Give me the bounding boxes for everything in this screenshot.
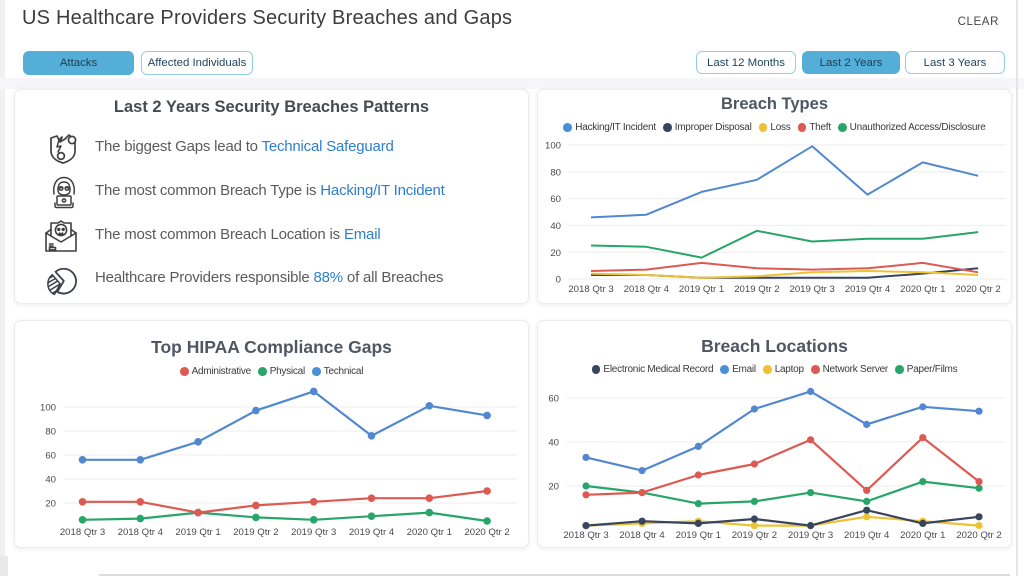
svg-text:60: 60 [45,451,56,462]
svg-text:80: 80 [550,167,561,178]
svg-text:2020 Qtr 1: 2020 Qtr 1 [407,527,452,538]
svg-text:2019 Qtr 1: 2019 Qtr 1 [175,527,220,538]
svg-text:100: 100 [40,403,56,414]
svg-text:20: 20 [45,499,56,510]
svg-text:0: 0 [556,275,561,286]
svg-text:100: 100 [545,141,561,152]
svg-text:2020 Qtr 2: 2020 Qtr 2 [956,530,1001,541]
svg-text:60: 60 [550,194,561,205]
svg-text:2019 Qtr 3: 2019 Qtr 3 [291,527,336,538]
svg-text:80: 80 [45,427,56,438]
svg-text:2019 Qtr 4: 2019 Qtr 4 [349,527,395,538]
svg-text:20: 20 [550,248,561,259]
svg-text:2018 Qtr 4: 2018 Qtr 4 [619,530,665,541]
svg-text:2019 Qtr 1: 2019 Qtr 1 [676,530,721,541]
svg-text:2018 Qtr 3: 2018 Qtr 3 [568,284,613,295]
svg-text:2019 Qtr 4: 2019 Qtr 4 [844,530,890,541]
svg-text:60: 60 [548,394,559,405]
svg-text:40: 40 [45,475,56,486]
svg-text:2019 Qtr 1: 2019 Qtr 1 [679,284,724,295]
svg-text:2019 Qtr 2: 2019 Qtr 2 [732,530,777,541]
svg-text:2018 Qtr 3: 2018 Qtr 3 [60,527,105,538]
svg-text:2018 Qtr 4: 2018 Qtr 4 [118,527,164,538]
svg-text:40: 40 [550,221,561,232]
svg-text:2019 Qtr 3: 2019 Qtr 3 [788,530,833,541]
svg-text:2020 Qtr 2: 2020 Qtr 2 [464,527,509,538]
svg-text:2019 Qtr 3: 2019 Qtr 3 [790,284,835,295]
svg-text:2020 Qtr 1: 2020 Qtr 1 [900,284,945,295]
svg-text:2019 Qtr 2: 2019 Qtr 2 [734,284,779,295]
svg-text:2018 Qtr 4: 2018 Qtr 4 [624,284,670,295]
svg-text:2018 Qtr 3: 2018 Qtr 3 [563,530,608,541]
svg-text:2020 Qtr 2: 2020 Qtr 2 [955,284,1000,295]
svg-text:20: 20 [548,482,559,493]
svg-text:2019 Qtr 2: 2019 Qtr 2 [233,527,278,538]
svg-text:2019 Qtr 4: 2019 Qtr 4 [845,284,891,295]
svg-text:2020 Qtr 1: 2020 Qtr 1 [900,530,945,541]
svg-text:40: 40 [548,438,559,449]
